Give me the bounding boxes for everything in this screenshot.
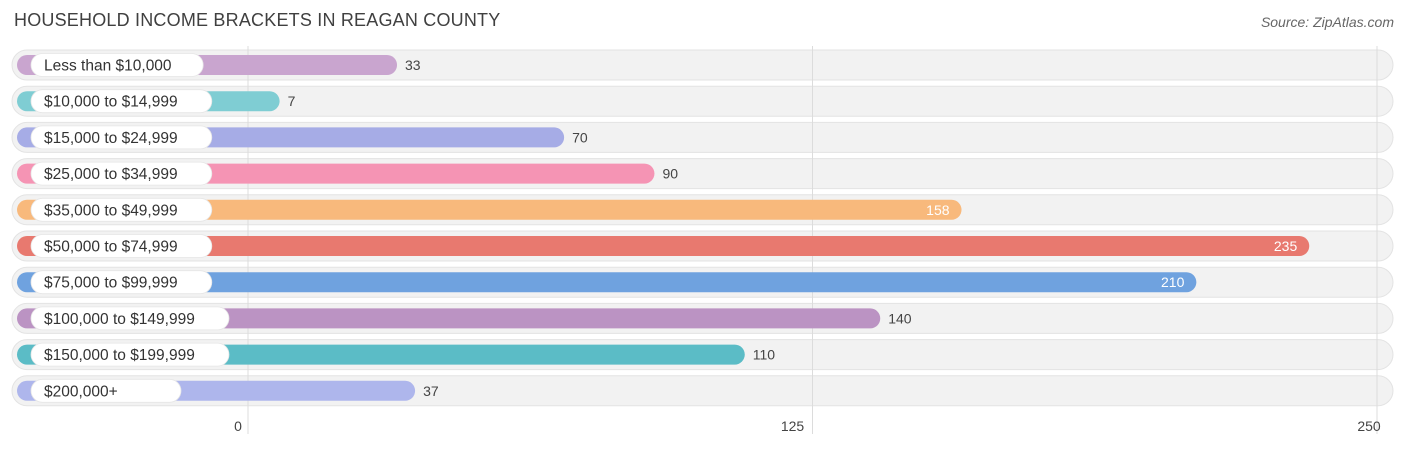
bar [17,199,962,220]
category-label-pill [30,89,213,114]
category-label: $35,000 to $49,999 [44,202,178,219]
bar [17,272,1197,293]
category-label-pill [30,378,182,403]
category-label: $25,000 to $34,999 [44,166,178,183]
value-label: 210 [1161,274,1185,290]
chart-title: HOUSEHOLD INCOME BRACKETS IN REAGAN COUN… [14,10,501,30]
value-label: 70 [572,129,588,145]
category-label-pill [30,234,213,258]
category-label-pill [30,197,213,222]
value-label: 7 [288,93,296,109]
value-label: 33 [405,57,421,73]
value-label: 90 [662,166,678,182]
category-label-pill [30,342,230,367]
category-label: $100,000 to $149,999 [44,311,195,328]
x-tick-label: 0 [234,418,242,434]
category-label-pill [30,125,213,150]
x-tick-label: 250 [1357,418,1381,434]
category-label-pill [30,306,230,331]
category-label: Less than $10,000 [44,58,172,75]
value-label: 110 [753,347,776,363]
category-label: $200,000+ [44,383,118,400]
value-label: 235 [1274,238,1298,254]
category-label: $75,000 to $99,999 [44,275,178,292]
bar [17,308,881,329]
value-label: 140 [888,310,912,326]
category-label-pill [30,161,213,186]
row-track [11,85,1394,117]
category-label: $50,000 to $74,999 [44,239,178,256]
value-label: 37 [423,383,439,399]
category-label: $15,000 to $24,999 [44,130,178,147]
category-label-pill [30,53,204,77]
category-label: $10,000 to $14,999 [44,94,178,111]
bar [17,236,1310,256]
category-label: $150,000 to $199,999 [44,347,195,364]
value-label: 158 [926,202,950,218]
x-tick-label: 125 [781,418,805,434]
category-label-pill [30,270,213,295]
chart-source: Source: ZipAtlas.com [1260,14,1394,30]
